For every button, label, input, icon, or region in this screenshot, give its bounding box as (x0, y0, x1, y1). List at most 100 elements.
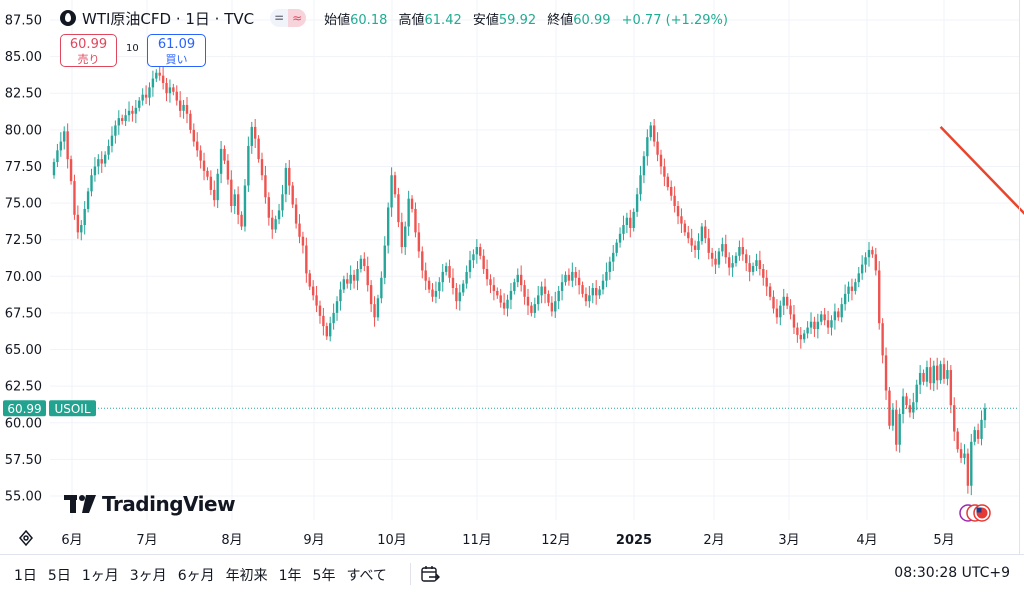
candle-body (850, 286, 854, 291)
range-button[interactable]: 6ヶ月 (177, 568, 215, 584)
candle-body (724, 244, 727, 258)
candle-body (216, 173, 219, 201)
events-flags-icon[interactable] (958, 503, 998, 523)
candle-body (213, 189, 216, 201)
candle-body (131, 110, 134, 114)
range-button[interactable]: 年初来 (225, 568, 268, 584)
range-button[interactable]: 5日 (47, 568, 71, 584)
x-tick-label: 2025 (616, 533, 652, 548)
candle-body (144, 94, 148, 98)
candles (52, 66, 987, 496)
candle-body (932, 365, 935, 384)
candle-body (642, 156, 646, 176)
candle-body (983, 408, 987, 421)
candle-body (963, 453, 966, 458)
approx-icon[interactable]: ≈ (288, 9, 307, 27)
candle-body (826, 320, 830, 328)
candle-body (455, 288, 458, 302)
candle-body (700, 226, 704, 242)
candle-body (564, 274, 567, 283)
candle-body (247, 145, 250, 186)
candle-body (888, 390, 891, 426)
candle-body (615, 242, 618, 253)
candle-body (417, 232, 421, 252)
candle-body (298, 223, 301, 237)
candle-body (782, 296, 785, 306)
x-tick-label: 4月 (856, 533, 877, 548)
candle-body (386, 207, 390, 246)
candle-body (219, 148, 223, 174)
candle-body (912, 402, 915, 413)
candle-body (758, 260, 762, 269)
candle-body (315, 295, 318, 306)
candle-body (813, 321, 816, 330)
goto-date-icon[interactable] (16, 528, 36, 548)
candle-body (69, 159, 73, 182)
candle-body (148, 87, 151, 98)
candle-body (608, 261, 612, 272)
candle-body (172, 87, 175, 92)
close-label: 終値 (547, 12, 574, 28)
candle-body (226, 160, 230, 180)
symbol-tag-label: USOIL (54, 402, 90, 416)
candle-body (857, 273, 860, 283)
candle-body (366, 266, 369, 286)
low-value: 59.92 (498, 12, 537, 28)
candle-body (867, 249, 871, 258)
tradingview-logo[interactable]: TradingView (64, 492, 236, 516)
price-chart[interactable]: 55.00 57.50 60.00 62.50 65.00 67.50 70.00 72.50… (0, 0, 1024, 554)
date-range-icon[interactable] (420, 564, 440, 584)
range-button[interactable]: 1ヶ月 (81, 568, 119, 584)
equal-icon[interactable]: = (274, 11, 285, 25)
candle-body (690, 238, 693, 246)
candle-body (714, 258, 717, 265)
candle-body (444, 266, 448, 272)
indicator-toggle[interactable]: = ≈ (270, 9, 307, 27)
candle-body (496, 290, 499, 296)
sell-button[interactable]: 60.99 売り (60, 34, 117, 67)
candle-body (155, 72, 158, 79)
candle-body (571, 271, 574, 281)
bottom-toolbar: 1日 5日 1ヶ月 3ヶ月 6ヶ月 年初来 1年 5年 すべて 08:30:28 UTC+9 (0, 554, 1024, 594)
buy-button[interactable]: 61.09 買い (147, 34, 206, 67)
symbol-tag (49, 400, 96, 417)
trend-arrow-line[interactable] (939, 126, 1024, 304)
candle-body (271, 217, 274, 230)
x-tick-label: 6月 (61, 533, 82, 548)
candle-body (397, 194, 400, 223)
candle-body (441, 271, 444, 283)
candle-body (710, 252, 714, 259)
candle-body (925, 367, 929, 382)
range-button[interactable]: 5年 (312, 568, 336, 584)
range-button[interactable]: すべて (346, 568, 387, 584)
candle-body (73, 181, 76, 215)
candle-body (751, 266, 755, 272)
candle-body (499, 295, 502, 303)
candle-body (796, 327, 799, 335)
candle-body (103, 154, 107, 164)
tv-logo-icon (64, 495, 96, 513)
timezone-clock[interactable]: 08:30:28 UTC+9 (894, 565, 1010, 581)
range-button[interactable]: 1日 (14, 568, 37, 584)
symbol-title[interactable]: WTI原油CFD · 1日 · TVC (82, 9, 255, 28)
candle-body (308, 273, 311, 287)
candle-body (929, 367, 932, 384)
price-tag (3, 400, 46, 417)
candle-body (311, 286, 315, 296)
range-button[interactable]: 3ヶ月 (129, 568, 167, 584)
candle-body (745, 254, 748, 264)
candle-body (656, 141, 659, 155)
candle-body (837, 311, 840, 318)
candle-body (540, 286, 543, 296)
candle-body (267, 197, 271, 218)
x-tick-label: 9月 (303, 533, 324, 548)
candle-body (475, 247, 479, 255)
candle-body (281, 194, 284, 211)
candle-body (243, 185, 247, 227)
candle-body (284, 167, 288, 195)
candle-body (816, 321, 820, 330)
range-button[interactable]: 1年 (278, 568, 302, 584)
candle-body (516, 274, 519, 283)
y-tick-label: 72.50 (5, 233, 42, 248)
candle-body (369, 285, 373, 305)
